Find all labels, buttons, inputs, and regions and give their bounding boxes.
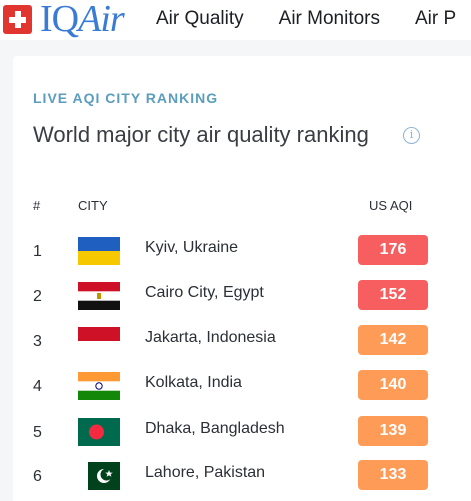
nav-item-air-monitors[interactable]: Air Monitors bbox=[278, 8, 380, 29]
column-header-city: CITY bbox=[78, 198, 108, 213]
row-rank: 5 bbox=[33, 424, 42, 441]
column-header-aqi: US AQI bbox=[369, 198, 413, 213]
table-row[interactable]: 1 Kyiv, Ukraine 176 bbox=[13, 235, 453, 265]
column-header-rank: # bbox=[33, 198, 41, 213]
city-ranking-card: LIVE AQI CITY RANKING World major city a… bbox=[13, 56, 471, 501]
indonesia-flag-icon bbox=[78, 327, 120, 355]
row-rank: 1 bbox=[33, 243, 42, 260]
row-city[interactable]: Kolkata, India bbox=[145, 374, 242, 391]
row-city[interactable]: Lahore, Pakistan bbox=[145, 464, 266, 481]
table-row[interactable]: 5 Dhaka, Bangladesh 139 bbox=[13, 416, 453, 446]
table-row[interactable]: 3 Jakarta, Indonesia 142 bbox=[13, 325, 453, 355]
row-rank: 3 bbox=[33, 333, 42, 350]
egypt-flag-icon bbox=[78, 282, 120, 310]
ukraine-flag-icon bbox=[78, 237, 120, 265]
swiss-flag-icon bbox=[3, 4, 32, 34]
row-city[interactable]: Kyiv, Ukraine bbox=[145, 239, 239, 256]
nav-item-air-quality[interactable]: Air Quality bbox=[156, 8, 244, 29]
row-rank: 6 bbox=[33, 468, 42, 485]
india-flag-icon bbox=[78, 372, 120, 400]
iqair-logo[interactable]: IQAir bbox=[3, 0, 125, 40]
bangladesh-flag-icon bbox=[78, 418, 120, 446]
row-rank: 2 bbox=[33, 288, 42, 305]
brand-wordmark: IQAir bbox=[40, 0, 125, 40]
row-rank: 4 bbox=[33, 378, 42, 395]
table-row[interactable]: 6 Lahore, Pakistan 133 bbox=[13, 460, 453, 490]
aqi-badge: 152 bbox=[358, 280, 428, 310]
section-title: World major city air quality ranking bbox=[33, 122, 369, 147]
row-city[interactable]: Jakarta, Indonesia bbox=[145, 329, 276, 346]
aqi-badge: 133 bbox=[358, 460, 428, 490]
aqi-badge: 140 bbox=[358, 370, 428, 400]
main-nav: Air Quality Air Monitors Air P bbox=[156, 8, 471, 30]
nav-item-air-purifiers[interactable]: Air P bbox=[415, 8, 457, 29]
aqi-badge: 139 bbox=[358, 416, 428, 446]
aqi-badge: 142 bbox=[358, 325, 428, 355]
top-bar: IQAir Air Quality Air Monitors Air P bbox=[0, 0, 471, 40]
row-city[interactable]: Dhaka, Bangladesh bbox=[145, 420, 285, 437]
section-label: LIVE AQI CITY RANKING bbox=[33, 90, 219, 106]
table-row[interactable]: 2 Cairo City, Egypt 152 bbox=[13, 280, 453, 310]
table-row[interactable]: 4 Kolkata, India 140 bbox=[13, 370, 453, 400]
row-city[interactable]: Cairo City, Egypt bbox=[145, 284, 264, 301]
pakistan-flag-icon bbox=[78, 462, 120, 490]
info-icon[interactable]: i bbox=[403, 127, 420, 144]
aqi-badge: 176 bbox=[358, 235, 428, 265]
